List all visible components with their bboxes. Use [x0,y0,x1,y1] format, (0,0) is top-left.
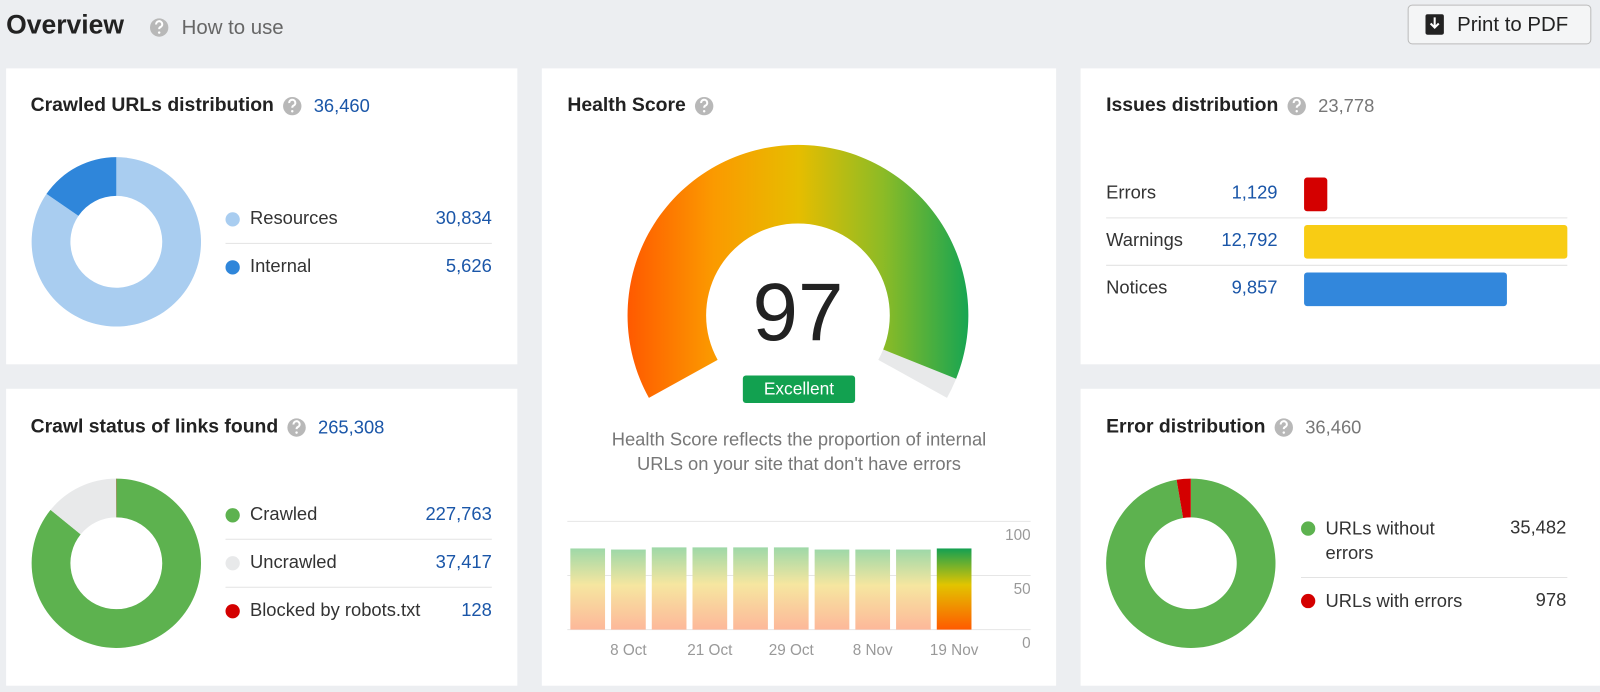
print-icon-arrow [1429,17,1440,29]
history-bar [896,549,931,630]
legend-label: Crawled [250,503,317,524]
gauge-track [878,349,957,398]
card-total: 36,460 [314,95,370,116]
help-icon-dot [157,31,161,34]
issue-value: 1,129 [1232,182,1278,203]
legend-value: 35,482 [1510,516,1566,537]
legend-value: 128 [461,599,492,620]
history-bar [773,547,809,630]
help-icon-glyph [700,98,709,108]
issue-label: Errors [1106,182,1156,203]
issue-bar [1304,272,1507,307]
help-icon-dot [291,109,294,113]
donut-segment [31,478,202,648]
legend-dot [225,556,240,571]
donut-segment [1176,478,1191,518]
legend-value: 37,417 [436,551,492,572]
legend-label: Resources [250,207,338,228]
help-link[interactable]: How to use [182,17,284,39]
card [1080,68,1600,365]
help-icon-dot [702,109,706,113]
legend-value: 30,834 [436,207,492,228]
y-tick-label: 100 [1005,527,1031,544]
card-title: Error distribution [1106,416,1265,438]
donut-segment [50,478,117,535]
legend-label-box: URLs with errors [1325,590,1463,612]
legend-dot [225,604,240,619]
issue-value: 9,857 [1232,277,1278,298]
rating-label: Excellent [764,378,834,398]
x-tick-label: 8 Nov [853,642,893,659]
card-title: Crawl status of links found [31,416,279,438]
history-bar [814,549,850,630]
legend-value: 5,626 [446,255,492,276]
history-bar [570,548,606,630]
legend-label: Internal [250,255,311,276]
y-tick-label: 0 [1022,635,1031,652]
history-bar [611,549,646,630]
page-title: Overview [6,10,124,40]
legend-dot [225,212,240,227]
card-title: Crawled URLs distribution [31,94,274,116]
card-total: 36,460 [1305,416,1361,437]
help-icon-glyph [1292,98,1301,108]
x-tick-label: 29 Oct [769,642,815,659]
history-bar [651,547,687,630]
help-icon-dot [295,431,298,434]
x-tick-label: 19 Nov [930,642,979,659]
card-title: Issues distribution [1106,94,1278,116]
x-tick-label: 21 Oct [687,642,733,659]
donut-segment [1106,478,1276,648]
help-icon-glyph [155,20,164,30]
legend-label: URLs without errors [1325,518,1435,564]
legend-label: Blocked by robots.txt [250,599,420,620]
legend-value: 978 [1536,589,1567,610]
help-icon-dot [1282,431,1286,434]
y-tick-label: 50 [1014,581,1031,598]
legend-label-box: URLs without errors [1325,518,1435,564]
legend-value: 227,763 [425,503,491,524]
legend-dot [225,508,240,523]
card-total: 265,308 [318,416,384,437]
card-total: 23,778 [1318,95,1374,116]
history-bar [733,547,768,630]
issue-bar [1304,224,1568,259]
x-tick-label: 8 Oct [610,642,647,659]
issue-bar [1304,177,1328,212]
history-bar [855,549,891,630]
description: Health Score reflects the proportion of … [612,429,987,450]
legend-label: Uncrawled [250,551,337,572]
issue-label: Warnings [1106,229,1183,250]
legend-dot [1301,593,1316,609]
donut-segment [31,157,202,327]
print-button-label[interactable]: Print to PDF [1457,14,1568,36]
rating-badge [742,375,856,404]
legend-dot [1301,521,1316,536]
history-bar [692,547,728,630]
score-value: 97 [753,267,844,358]
legend-label: URLs with errors [1325,590,1463,612]
card-title: Health Score [567,94,686,116]
gauge-fill [627,144,969,398]
history-bar [936,548,972,630]
description: URLs on your site that don't have errors [637,453,961,474]
legend-dot [225,260,240,275]
help-icon-glyph [292,420,301,430]
help-icon-glyph [1279,420,1288,430]
help-icon-dot [1295,109,1298,113]
issue-value: 12,792 [1221,229,1277,250]
donut-segment [46,157,117,216]
print-button[interactable] [1407,4,1592,45]
issue-label: Notices [1106,277,1167,298]
help-icon-glyph [288,98,297,108]
